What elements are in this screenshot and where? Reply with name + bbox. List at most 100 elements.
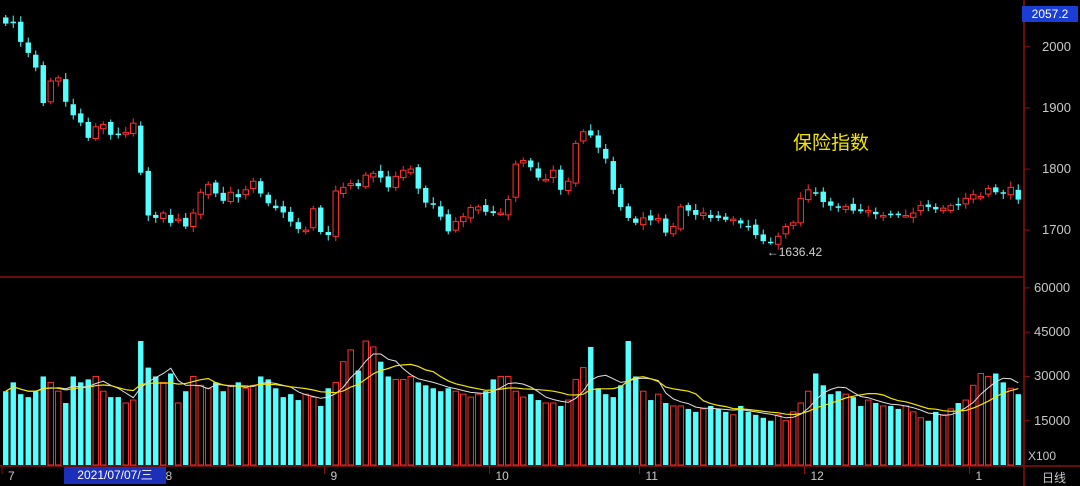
- candle-body: [362, 174, 369, 188]
- candle-body: [220, 192, 226, 201]
- volume-bar: [768, 420, 774, 465]
- candle-body: [940, 207, 947, 212]
- volume-bar: [63, 403, 69, 465]
- candle-body: [92, 126, 99, 139]
- candle-body: [970, 194, 977, 200]
- volume-bar: [902, 405, 909, 466]
- candle-body: [558, 169, 564, 190]
- volume-bar: [700, 408, 707, 466]
- volume-bar: [993, 373, 999, 465]
- volume-bar: [340, 361, 347, 466]
- volume-bar: [618, 385, 624, 465]
- volume-bar: [25, 397, 31, 465]
- volume-bar: [512, 390, 519, 466]
- candle-body: [842, 205, 849, 210]
- candle-body: [70, 104, 76, 116]
- volume-bar: [355, 370, 361, 465]
- volume-bar: [723, 411, 729, 465]
- candle-body: [190, 212, 197, 227]
- volume-bar: [985, 375, 992, 466]
- candle-body: [505, 199, 512, 216]
- volume-bar: [917, 417, 924, 466]
- volume-bar: [475, 393, 482, 466]
- candle-body: [153, 214, 159, 218]
- volume-bar: [92, 375, 99, 466]
- period-button[interactable]: 日线: [1042, 471, 1067, 485]
- volume-bar: [677, 405, 684, 466]
- volume-bar: [940, 414, 947, 466]
- candle-body: [685, 205, 691, 211]
- volume-bar: [145, 367, 151, 465]
- volume-bar: [467, 396, 474, 466]
- candle-body: [858, 209, 864, 212]
- candle-body: [392, 175, 399, 188]
- candle-body: [715, 215, 721, 218]
- candle-body: [985, 188, 992, 195]
- volume-bar: [947, 408, 954, 466]
- volume-bar: [10, 382, 16, 465]
- volume-bar: [738, 405, 744, 465]
- volume-bar: [108, 397, 114, 465]
- last-price-badge: 2057.2: [1022, 6, 1078, 22]
- volume-bar: [520, 396, 527, 466]
- volume-bar: [460, 393, 467, 466]
- volume-bar: [797, 402, 804, 466]
- volume-bar: [565, 399, 572, 466]
- month-label: 7: [8, 469, 15, 483]
- candle-body: [850, 203, 856, 211]
- candle-body: [490, 211, 496, 214]
- volume-bar: [213, 382, 219, 465]
- volume-bar: [378, 361, 384, 465]
- volume-bar: [640, 390, 647, 466]
- volume-bar: [550, 402, 557, 466]
- volume-bar: [858, 405, 864, 465]
- price-tick-label: 2000: [1042, 38, 1071, 54]
- volume-bar: [873, 403, 879, 465]
- volume-bar: [648, 400, 654, 465]
- volume-bar: [633, 376, 639, 465]
- volume-bar: [160, 381, 167, 466]
- candle-body: [55, 77, 62, 82]
- volume-bar: [497, 375, 504, 466]
- month-label: 9: [330, 469, 338, 483]
- volume-bar: [392, 378, 399, 466]
- volume-bar: [880, 405, 887, 466]
- candle-body: [655, 218, 662, 221]
- candle-body: [835, 206, 841, 208]
- candle-body: [873, 211, 879, 215]
- candle-body: [633, 218, 639, 223]
- volume-bar: [55, 390, 62, 466]
- candle-body: [813, 192, 819, 194]
- volume-bar: [430, 388, 436, 465]
- volume-bar: [438, 391, 444, 465]
- volume-bar: [258, 376, 264, 465]
- candle-body: [962, 197, 969, 205]
- candle-body: [588, 130, 594, 136]
- candle-body: [108, 121, 114, 135]
- candle-body: [565, 180, 572, 191]
- candle-body: [888, 213, 894, 216]
- candle-body: [663, 218, 669, 233]
- volume-bar: [115, 397, 121, 465]
- volume-bar: [730, 414, 737, 466]
- candle-body: [115, 133, 121, 136]
- candle-body: [145, 170, 151, 216]
- volume-bar: [33, 391, 39, 465]
- volume-tick-label: 45000: [1034, 324, 1071, 340]
- candle-body: [33, 54, 39, 68]
- min-price-annotation: ←1636.42: [766, 245, 823, 259]
- candle-body: [265, 194, 271, 204]
- volume-bar: [250, 384, 257, 466]
- volume-bar: [100, 390, 107, 466]
- volume-bar: [715, 408, 721, 465]
- candle-body: [618, 187, 624, 207]
- volume-bar: [190, 375, 197, 466]
- candle-body: [820, 191, 826, 203]
- candle-body: [580, 131, 587, 142]
- candle-body: [497, 212, 504, 216]
- volume-bar: [828, 394, 834, 465]
- volume-bar: [925, 420, 931, 465]
- volume-bar: [220, 391, 226, 465]
- volume-bar: [483, 391, 489, 465]
- volume-bar: [490, 379, 496, 465]
